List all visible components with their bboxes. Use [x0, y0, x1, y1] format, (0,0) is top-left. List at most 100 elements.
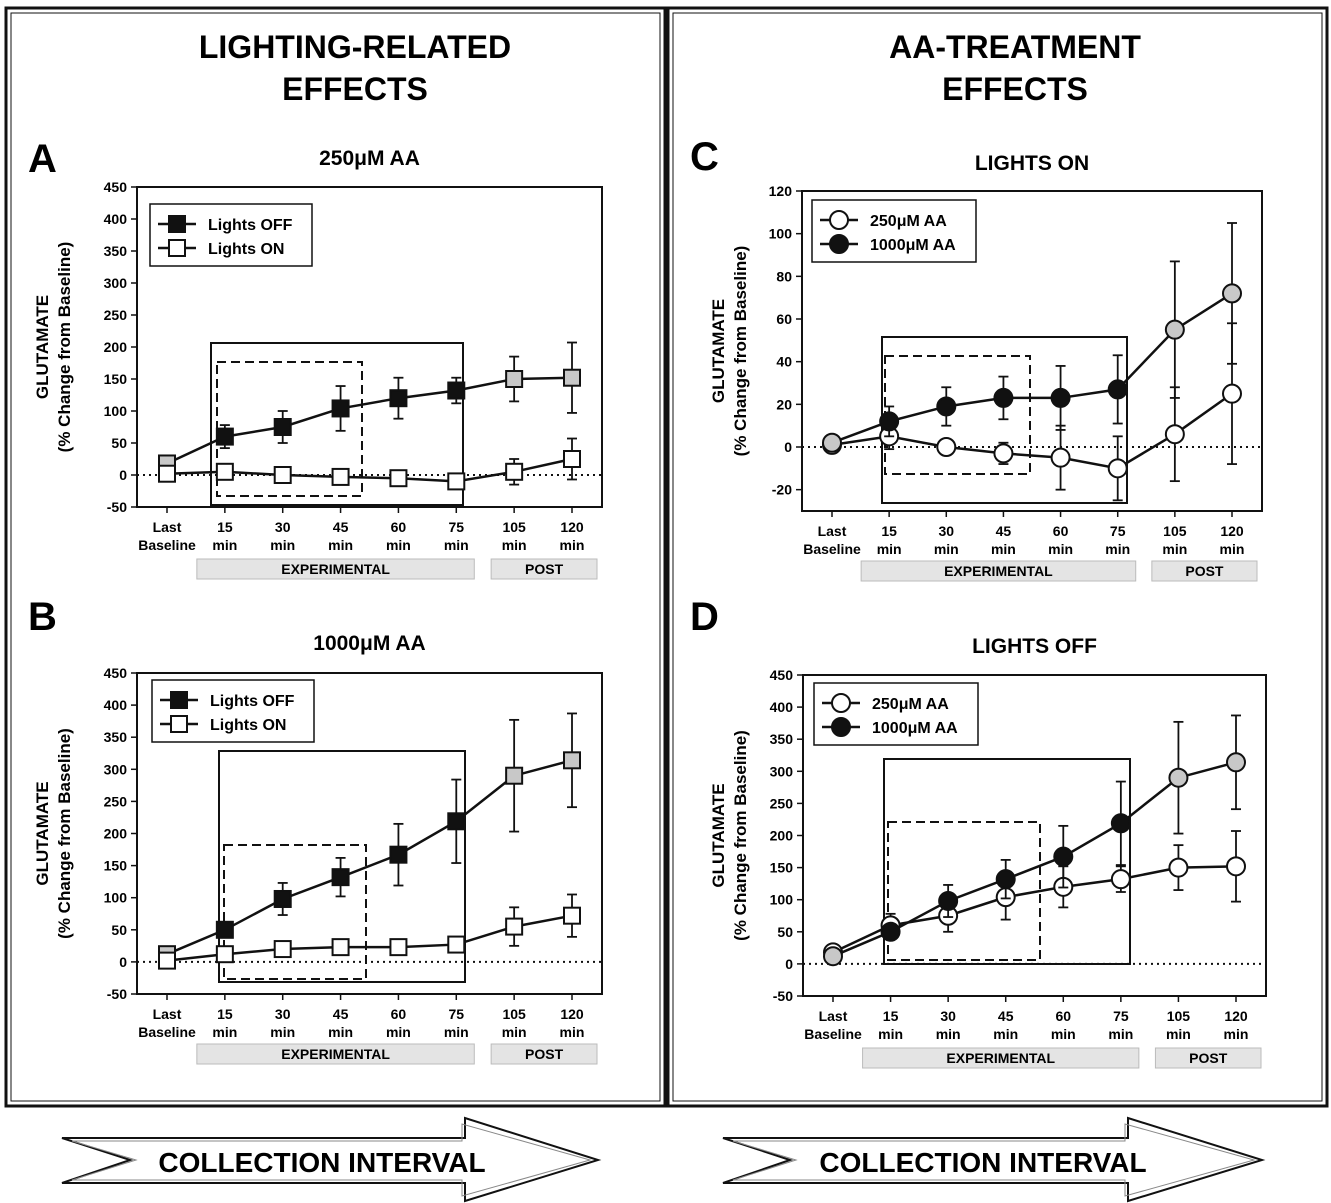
data-point — [1110, 869, 1131, 890]
left-column-title-line2: EFFECTS — [282, 71, 428, 107]
post-band-label: POST — [1185, 563, 1224, 579]
panel-letter: C — [690, 135, 719, 179]
right-column-title-line2: EFFECTS — [942, 71, 1088, 107]
x-tick-label: 120 — [1224, 1008, 1248, 1024]
x-tick-label: 105 — [1167, 1008, 1191, 1024]
x-tick-label: 120 — [560, 1006, 584, 1022]
data-point — [215, 427, 234, 446]
y-tick-label: 150 — [770, 860, 794, 876]
y-tick-label: 250 — [104, 307, 128, 323]
y-tick-label: 120 — [769, 183, 793, 199]
series-line — [166, 376, 573, 465]
left-column-title-line1: LIGHTING-RELATED — [199, 29, 511, 65]
legend-marker — [170, 715, 188, 733]
y-tick-label: 100 — [104, 403, 128, 419]
x-tick-label: 45 — [333, 519, 349, 535]
panel-title: 1000μM AA — [313, 632, 425, 655]
x-tick-label: 60 — [391, 1006, 407, 1022]
data-point — [505, 766, 524, 785]
x-tick-unit: Baseline — [804, 1026, 862, 1042]
data-point — [879, 411, 900, 432]
y-tick-label: -50 — [107, 499, 127, 515]
post-band — [1151, 560, 1258, 582]
x-tick-unit: min — [560, 537, 585, 553]
y-tick-label: 350 — [104, 729, 128, 745]
panel-title: 250μM AA — [319, 147, 420, 170]
series-1 — [823, 714, 1246, 967]
series-0 — [158, 341, 581, 473]
x-tick-unit: min — [444, 1024, 469, 1040]
x-tick-label: 75 — [448, 1006, 464, 1022]
x-tick-unit: min — [878, 1026, 903, 1042]
data-point — [389, 845, 408, 864]
panel-b: B 1000μM AA GLUTAMATE (% Change from Baseli… — [28, 595, 603, 1065]
y-tick-label: 400 — [104, 211, 128, 227]
data-point — [563, 751, 581, 770]
x-tick-unit: min — [386, 537, 411, 553]
right-column-title-line1: AA-TREATMENT — [889, 29, 1141, 65]
y-tick-label: 0 — [119, 954, 127, 970]
data-point — [158, 464, 176, 483]
data-point — [823, 946, 843, 967]
legend-marker — [829, 234, 849, 254]
early-window-box — [223, 844, 367, 980]
y-tick-label: 200 — [104, 826, 128, 842]
y-axis-sublabel: (% Change from Baseline) — [731, 246, 750, 457]
y-tick-label: 300 — [104, 761, 128, 777]
series-0 — [158, 712, 581, 964]
series-line — [166, 759, 573, 956]
experimental-window-box — [883, 758, 1131, 965]
legend-marker — [168, 215, 186, 233]
experimental-band-label: EXPERIMENTAL — [946, 1050, 1055, 1066]
y-tick-label: 400 — [770, 699, 794, 715]
data-point — [1222, 383, 1242, 404]
x-tick-label: Last — [819, 1008, 848, 1024]
legend-marker — [831, 693, 851, 713]
y-axis-label: GLUTAMATE — [33, 295, 52, 399]
panel-title: LIGHTS OFF — [972, 635, 1097, 658]
data-point — [505, 462, 524, 481]
post-band-label: POST — [525, 1046, 564, 1062]
y-axis-label: GLUTAMATE — [33, 781, 52, 885]
legend-label: 250μM AA — [870, 213, 947, 230]
post-band-label: POST — [1189, 1050, 1228, 1066]
x-tick-unit: min — [270, 537, 295, 553]
data-point — [1222, 283, 1242, 304]
x-tick-label: 75 — [448, 519, 464, 535]
x-tick-unit: min — [502, 1024, 527, 1040]
data-point — [993, 387, 1014, 408]
y-tick-label: 100 — [770, 892, 794, 908]
legend-marker — [170, 691, 188, 709]
x-tick-label: 15 — [881, 523, 897, 539]
data-point — [936, 437, 957, 457]
x-tick-unit: min — [1162, 541, 1187, 557]
legend-marker — [168, 239, 186, 257]
data-point — [505, 370, 524, 388]
data-point — [447, 472, 466, 491]
y-tick-label: 50 — [777, 924, 793, 940]
data-point — [1050, 447, 1071, 468]
data-point — [447, 381, 466, 400]
x-tick-label: 120 — [560, 519, 584, 535]
data-point — [389, 938, 408, 957]
left-column-frame — [4, 6, 667, 1108]
x-tick-unit: Baseline — [803, 541, 861, 557]
data-point — [1050, 387, 1071, 408]
experimental-window-box — [210, 342, 464, 506]
data-point — [880, 921, 901, 942]
legend-label: 250μM AA — [872, 696, 949, 713]
y-tick-label: 100 — [769, 226, 793, 242]
collection-interval-label-right: COLLECTION INTERVAL — [819, 1147, 1146, 1178]
x-tick-unit: min — [444, 537, 469, 553]
experimental-band-label: EXPERIMENTAL — [281, 1046, 390, 1062]
x-tick-label: Last — [153, 1006, 182, 1022]
series-line — [832, 761, 1237, 958]
y-tick-label: 150 — [104, 371, 128, 387]
panel-letter: A — [28, 137, 57, 181]
series-1 — [158, 437, 581, 491]
data-point — [215, 920, 234, 939]
data-point — [331, 868, 350, 887]
legend-label: Lights ON — [210, 717, 286, 734]
x-tick-unit: min — [1224, 1026, 1249, 1042]
y-tick-label: 0 — [784, 439, 792, 455]
